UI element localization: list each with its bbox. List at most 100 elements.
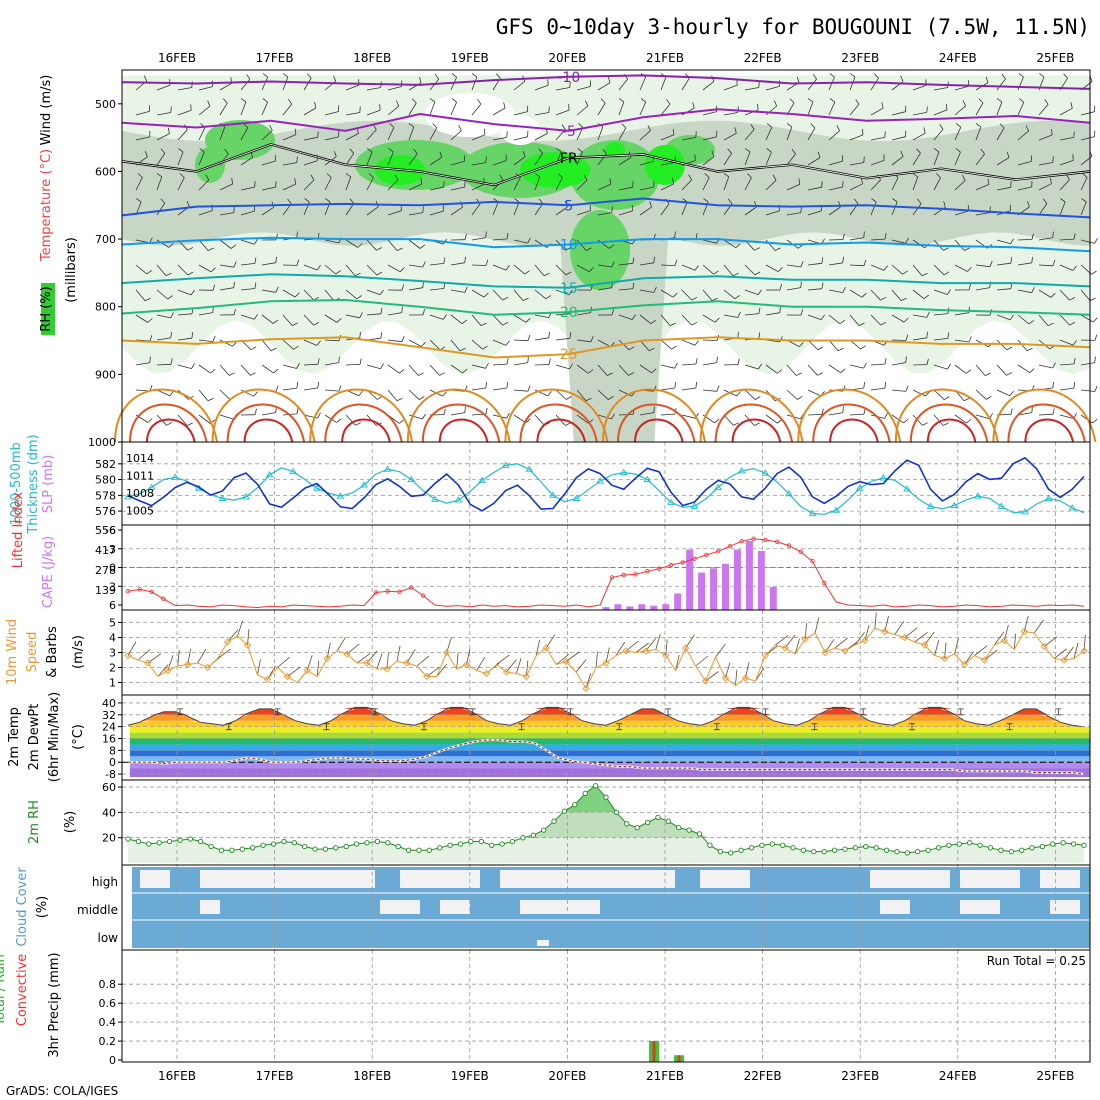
thickness-marker [454,496,463,503]
wind-barb-feather [754,271,761,276]
wind10m-barb [217,648,231,659]
run-total-label: Run Total = 0.25 [987,954,1086,968]
wind-barb [639,130,651,141]
cloud-clear-high [700,870,750,888]
wind10m-tick-label: 5 [109,617,116,630]
wind-barb [1017,262,1032,266]
wind-barb-feather [191,81,193,88]
wind-barb [807,414,823,416]
wind-barb [261,206,274,216]
wind-barb [156,153,166,166]
wind-barb [240,263,255,266]
wind-barb-feather [179,173,185,178]
rh2m-marker [364,840,370,846]
slp-tick-label: 1008 [126,487,154,500]
wind-barb [870,179,881,191]
wind-barb [618,262,633,266]
wind-barb [849,162,864,166]
wind-barb-feather [505,340,510,346]
wind-barb [471,237,486,241]
wind-barb [492,160,507,166]
wind-barb [660,289,674,298]
wind10m-marker [781,644,789,652]
wind-barb-feather [583,174,588,181]
wind-barb-feather [766,123,773,128]
wind-barb [1017,289,1032,294]
wind-barbs [135,73,1098,426]
wind-barb [849,237,864,241]
wind-barb-feather [744,148,751,153]
wind-barb [534,289,547,300]
wind-barb [240,239,255,245]
wind10m-barb [346,643,360,655]
wind-barb [576,239,587,251]
wind-barb-feather [376,247,382,251]
temperature-warm-band [128,714,1084,721]
wind-barb [324,264,336,275]
wind10m-barb [1073,642,1079,659]
wind-barb-feather [903,418,909,424]
thickness-marker [950,501,958,509]
wind-barb [1038,162,1053,166]
wind-barb [1080,239,1095,244]
wind-barb-feather [485,382,487,389]
wind-barb-feather [757,289,762,295]
wind-barb [681,387,696,391]
wind10m-marker [243,641,252,649]
wind10m-marker [423,672,431,681]
diurnal-temperature-loop [731,418,782,443]
wind-barb [618,127,627,141]
wind-barb [345,112,360,116]
wind-barb [282,134,297,141]
wind-barb [723,176,730,191]
top-date-label: 21FEB [646,51,684,65]
wind-barb [891,314,905,323]
wind-barb-feather [534,173,541,178]
wind-barb-feather [649,201,652,208]
lifted-index-marker [409,585,414,590]
wind10m-barb [157,664,169,677]
slp-tick-label: 1014 [126,452,154,465]
wind-barb-feather [842,406,844,413]
temperature-warm-band [128,708,1084,715]
freezing-line-inner [121,143,1091,186]
wind-barb-feather [695,233,698,240]
wind-barb-feather [548,331,550,338]
wind-barb-feather [842,287,846,293]
wind-barb [387,312,402,316]
wind-barb-feather [432,123,438,129]
wind-unit-label: (m/s) [71,635,86,669]
wind-barb-feather [916,148,921,154]
rh2m-marker [998,847,1004,853]
thickness-marker [265,470,274,478]
wind-barb [219,389,231,400]
wind-barb-feather [495,73,501,79]
wind-barb-feather [985,372,991,376]
wind-barb [303,264,318,271]
slp-tick-label: 1011 [126,469,154,482]
wind-barb-feather [443,257,446,264]
wind-barb [891,177,899,191]
wind-barb [387,389,398,401]
wind-barb [156,264,167,276]
rh2m-marker [1081,842,1087,848]
dewpt-label: 2m DewPt [27,704,42,771]
wind-barb [891,414,904,424]
wind10m-barb [565,651,580,662]
contour-label: 25 [560,347,578,363]
wind-barb [744,177,752,191]
rh2m-marker [395,843,401,850]
wind-barb-feather [243,123,249,128]
wind-barb [366,87,381,91]
wind-barb-feather [1038,73,1045,78]
wind-barb [303,136,318,141]
wind-barb [618,157,632,166]
wind-barb-feather [923,127,926,134]
minmax-marker [1055,708,1062,716]
wind-barb [492,314,503,326]
rh2m-marker [676,824,682,831]
cloud-clear-middle [520,900,580,914]
wind-barb-feather [212,306,214,313]
wind-barb [702,111,717,116]
cloud-clear-high [870,870,950,888]
